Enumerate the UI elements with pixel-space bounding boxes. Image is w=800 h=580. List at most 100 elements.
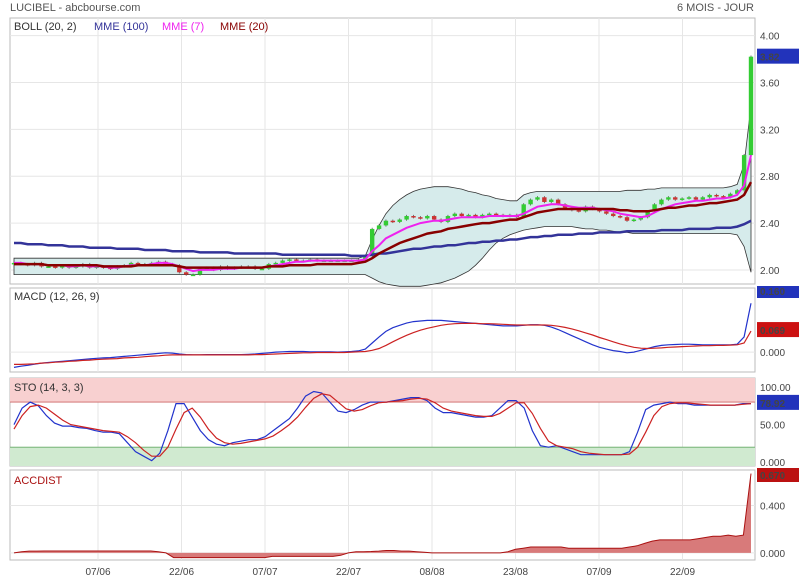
candle-body — [741, 155, 747, 191]
candle-body — [521, 204, 526, 218]
candle-body — [466, 214, 471, 217]
candle-body — [659, 199, 664, 205]
candle-body — [294, 259, 299, 261]
candle-body — [528, 199, 533, 205]
x-tick-label: 22/06 — [169, 567, 194, 578]
candle-body — [652, 204, 657, 212]
sto-tick-label: 100.00 — [760, 383, 791, 394]
price-legend-entry: BOLL (20, 2) — [14, 21, 77, 33]
candle-body — [431, 216, 437, 220]
signal-value-badge — [757, 322, 799, 338]
candle-body — [493, 213, 499, 216]
accdist-value-badge — [757, 468, 799, 482]
candle-body — [404, 216, 409, 220]
candle-body — [693, 197, 699, 200]
panel-frame-2 — [9, 287, 756, 373]
candle-body — [425, 216, 430, 219]
panel-frame-4 — [9, 469, 756, 561]
line-mme-100- — [14, 219, 752, 258]
macd-line — [13, 303, 752, 368]
accdist-tick-label: 0.000 — [760, 549, 785, 560]
candle-body — [487, 213, 492, 216]
x-tick-label: 07/06 — [85, 567, 110, 578]
price-tick-label: 2.00 — [760, 266, 780, 277]
candle-body — [197, 268, 203, 275]
macd-tick-label: 0.000 — [760, 348, 785, 359]
candle-body — [397, 219, 402, 222]
candle-body — [259, 268, 265, 271]
candle-body — [638, 217, 643, 220]
signal-value: 0.069 — [760, 326, 785, 337]
oversold-zone — [10, 447, 755, 466]
candle-body — [190, 274, 196, 277]
bollinger-band — [13, 105, 752, 287]
x-tick-label: 22/09 — [670, 567, 695, 578]
chart-title: LUCIBEL - abcbourse.com — [10, 2, 141, 14]
candle-body — [287, 259, 292, 261]
period-label: 6 MOIS - JOUR — [676, 2, 754, 14]
candle-body — [707, 194, 712, 198]
candle-body — [363, 255, 368, 260]
candle-body — [128, 262, 134, 266]
candle-body — [631, 219, 637, 222]
price-legend-entry: MME (20) — [220, 21, 268, 33]
candle-body — [721, 196, 726, 198]
x-tick-label: 07/07 — [252, 567, 277, 578]
candle-body — [700, 197, 705, 200]
last-price-value: 3.82 — [760, 53, 780, 64]
candle-body — [611, 213, 616, 217]
candle-body — [748, 56, 754, 156]
sto-d-line — [13, 393, 752, 457]
price-tick-label: 2.40 — [760, 219, 780, 230]
sto-tick-label: 50.00 — [760, 421, 785, 432]
candle-body — [376, 225, 382, 229]
accdist-line — [13, 473, 752, 559]
sto-value-badge — [757, 394, 799, 410]
x-tick-label: 08/08 — [419, 567, 444, 578]
macd-legend: MACD (12, 26, 9) — [14, 291, 100, 303]
candle-body — [624, 217, 630, 221]
price-tick-label: 3.20 — [760, 125, 780, 136]
candle-body — [679, 198, 685, 200]
candle-body — [273, 262, 278, 265]
macd-signal-line — [14, 322, 752, 365]
candle-body — [714, 194, 719, 197]
price-legend-entry: MME (7) — [162, 21, 204, 33]
price-legend-entry: MME (100) — [94, 21, 148, 33]
candle-body — [604, 211, 609, 214]
candle-body — [452, 213, 458, 217]
candle-body — [645, 211, 650, 218]
accdist-legend: ACCDIST — [14, 475, 63, 487]
macd-value: 0.160 — [760, 287, 785, 298]
sto-value: 78.92 — [760, 399, 785, 410]
line-mme-20- — [14, 181, 753, 269]
accdist-area — [14, 473, 751, 558]
candle-body — [480, 214, 485, 218]
candle-body — [177, 265, 182, 273]
accdist-tick-label: 0.400 — [760, 502, 785, 513]
candle-body — [418, 217, 423, 219]
sto-legend: STO (14, 3, 3) — [14, 382, 84, 394]
candle-body — [666, 197, 671, 200]
candle-body — [617, 216, 623, 218]
candle-body — [542, 197, 547, 202]
candle-body — [369, 228, 375, 256]
candle-body — [280, 260, 285, 263]
candle-body — [735, 190, 740, 194]
candle-body — [473, 214, 478, 218]
candle-body — [686, 197, 692, 199]
accdist-value: 0.670 — [760, 471, 785, 482]
candle-body — [728, 193, 733, 198]
candle-body — [383, 220, 389, 226]
last-price-badge — [757, 48, 799, 64]
candle-body — [135, 262, 141, 265]
candle-body — [183, 272, 189, 275]
price-tick-label: 4.00 — [760, 32, 780, 43]
candle-body — [390, 220, 396, 223]
candle-body — [46, 266, 51, 268]
price-tick-label: 3.60 — [760, 78, 780, 89]
candle-body — [576, 210, 582, 212]
macd-value-badge — [757, 286, 799, 298]
x-tick-label: 23/08 — [503, 567, 528, 578]
